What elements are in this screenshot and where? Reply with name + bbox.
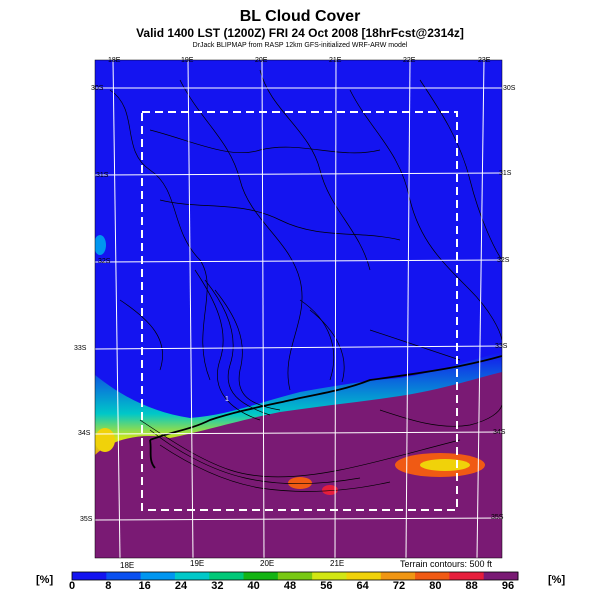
cover-pocket bbox=[95, 428, 115, 452]
lon-label-top: 21E bbox=[329, 57, 342, 64]
colorbar-unit-left: [%] bbox=[36, 574, 54, 586]
lon-label-top: 23E bbox=[478, 57, 491, 64]
lat-lon-grid bbox=[95, 60, 502, 558]
lat-label-right: 30S bbox=[503, 85, 516, 92]
colorbar bbox=[72, 572, 519, 580]
cover-pocket bbox=[420, 459, 470, 471]
colorbar-tick-label: 80 bbox=[429, 580, 442, 592]
colorbar-tick-label: 8 bbox=[105, 580, 112, 592]
lat-label-left: 30S bbox=[91, 85, 104, 92]
lat-label-right: 32S bbox=[497, 257, 510, 264]
lat-label-left: 35S bbox=[80, 516, 93, 523]
terrain-contours bbox=[109, 69, 502, 492]
terrain-contour-note: Terrain contours: 500 ft bbox=[400, 559, 493, 569]
lat-label-left: 33S bbox=[74, 345, 87, 352]
colorbar-tick-label: 16 bbox=[138, 580, 151, 592]
colorbar-tick-label: 72 bbox=[392, 580, 406, 592]
inner-domain-box bbox=[141, 111, 458, 511]
colorbar-frame bbox=[71, 571, 519, 581]
colorbar-swatch bbox=[380, 572, 416, 580]
lon-label-bottom: 21E bbox=[330, 559, 345, 568]
colorbar-tick-label: 56 bbox=[320, 580, 333, 592]
cover-pocket bbox=[288, 477, 312, 489]
lon-label-bottom: 19E bbox=[190, 559, 205, 568]
lat-label-left: 31S bbox=[96, 172, 109, 179]
site-marker-label: 1 bbox=[225, 396, 229, 403]
colorbar-swatch bbox=[243, 572, 279, 580]
lon-label-top: 20E bbox=[255, 57, 268, 64]
colorbar-swatch bbox=[449, 572, 485, 580]
colorbar-tick-label: 96 bbox=[501, 580, 515, 592]
colorbar-tick-label: 0 bbox=[68, 580, 76, 592]
lat-label-left: 32S bbox=[98, 258, 111, 265]
lon-label-bottom: 18E bbox=[120, 561, 135, 570]
lat-label-left: 34S bbox=[78, 430, 91, 437]
chart-title: BL Cloud Cover bbox=[239, 8, 361, 25]
lon-label-top: 19E bbox=[181, 57, 194, 64]
valid-time-subtitle: Valid 1400 LST (1200Z) FRI 24 Oct 2008 [… bbox=[136, 26, 464, 40]
cyan-patch bbox=[95, 235, 106, 255]
lat-label-right: 33S bbox=[495, 343, 508, 350]
map-frame bbox=[94, 59, 503, 559]
colorbar-unit-right: [%] bbox=[548, 574, 566, 586]
lon-label-bottom: 20E bbox=[260, 559, 275, 568]
lat-label-right: 35S bbox=[491, 514, 504, 521]
colorbar-tick-label: 40 bbox=[247, 580, 260, 592]
colorbar-tick-label: 48 bbox=[283, 580, 297, 592]
colorbar-swatch bbox=[277, 572, 313, 580]
colorbar-swatch bbox=[174, 572, 210, 580]
lon-label-top: 18E bbox=[108, 57, 121, 64]
colorbar-tick-label: 32 bbox=[211, 580, 224, 592]
colorbar-tick-label: 88 bbox=[465, 580, 478, 592]
lat-label-right: 34S bbox=[493, 429, 506, 436]
colorbar-swatch bbox=[106, 572, 142, 580]
colorbar-swatch bbox=[483, 572, 519, 580]
colorbar-swatch bbox=[346, 572, 382, 580]
colorbar-tick-label: 64 bbox=[356, 580, 369, 592]
model-credit: DrJack BLIPMAP from RASP 12km GFS-initia… bbox=[192, 42, 408, 49]
cover-pocket bbox=[322, 485, 338, 495]
high-cover-area bbox=[95, 372, 502, 558]
lat-label-right: 31S bbox=[499, 170, 512, 177]
colorbar-swatch bbox=[415, 572, 450, 580]
colorbar-tick-label: 24 bbox=[174, 580, 188, 592]
colorbar-swatch bbox=[72, 572, 107, 580]
colorbar-swatch bbox=[312, 572, 347, 580]
colorbar-swatch bbox=[209, 572, 245, 580]
colorbar-swatch bbox=[140, 572, 176, 580]
lon-label-top: 22E bbox=[403, 57, 416, 64]
